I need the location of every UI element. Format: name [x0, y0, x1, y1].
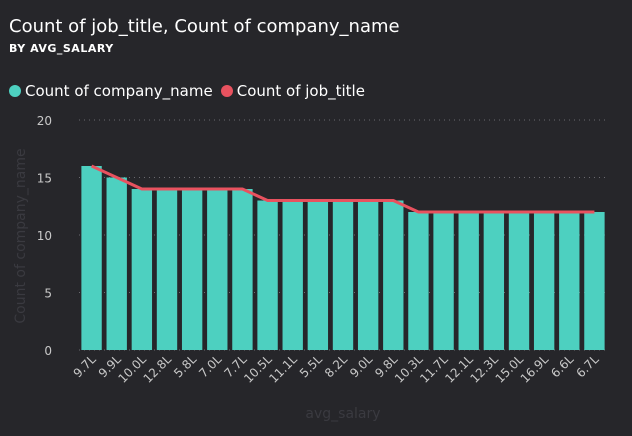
bar-10.5L[interactable] — [257, 200, 278, 351]
bar-5.5L[interactable] — [307, 200, 329, 351]
x-tick-label: 12.8L — [141, 352, 175, 386]
bar-12.8L[interactable] — [156, 189, 178, 350]
x-tick-label: 16.9L — [518, 352, 552, 386]
bar-6.7L[interactable] — [584, 212, 605, 350]
bar-7.0L[interactable] — [207, 189, 228, 350]
bar-11.7L[interactable] — [433, 212, 454, 350]
x-tick-label: 5.5L — [297, 352, 325, 380]
y-tick-label: 15 — [37, 172, 52, 186]
legend-swatch-company-name — [9, 85, 21, 97]
legend-label-company-name: Count of company_name — [25, 82, 213, 100]
bar-9.0L[interactable] — [357, 200, 379, 351]
y-tick-label: 20 — [37, 114, 52, 128]
bar-12.3L[interactable] — [483, 212, 505, 350]
bar-8.2L[interactable] — [332, 200, 354, 351]
x-tick-label: 7.0L — [196, 352, 224, 380]
bar-5.8L[interactable] — [181, 189, 203, 350]
x-tick-label: 6.7L — [573, 352, 601, 380]
x-tick-label: 9.0L — [347, 352, 375, 380]
x-tick-label: 5.8L — [171, 352, 199, 380]
series-line-job-title[interactable] — [90, 164, 595, 214]
x-axis-ticks: 9.7L9.9L10.0L12.8L5.8L7.0L7.7L10.5L11.1L… — [71, 352, 602, 386]
y-tick-label: 5 — [44, 287, 52, 301]
chart-legend: Count of company_name Count of job_title — [9, 82, 373, 100]
bar-11.1L[interactable] — [282, 200, 303, 351]
chart-title: Count of job_title, Count of company_nam… — [9, 16, 400, 37]
y-tick-label: 10 — [37, 229, 52, 243]
x-tick-label: 9.7L — [71, 352, 99, 380]
y-axis-title: Count of company_name — [13, 148, 29, 323]
bars — [81, 166, 605, 351]
legend-label-job-title: Count of job_title — [236, 82, 365, 100]
y-axis-ticks: 0 5 10 15 20 — [37, 114, 52, 358]
bar-15.0L[interactable] — [508, 212, 530, 350]
bar-10.3L[interactable] — [408, 212, 429, 350]
bar-16.9L[interactable] — [533, 212, 555, 350]
x-tick-label: 6.6L — [548, 352, 576, 380]
bar-9.9L[interactable] — [106, 177, 127, 351]
chart-subtitle: BY AVG_SALARY — [9, 42, 114, 55]
x-tick-label: 11.1L — [266, 352, 300, 386]
line-series — [90, 164, 595, 214]
x-tick-label: 8.2L — [322, 352, 350, 380]
bar-7.7L[interactable] — [232, 189, 253, 350]
bar-6.6L[interactable] — [559, 212, 580, 350]
legend-item-company-name[interactable]: Count of company_name — [9, 82, 213, 100]
legend-item-job-title[interactable]: Count of job_title — [220, 82, 365, 100]
bar-9.7L[interactable] — [81, 166, 102, 350]
x-axis-title: avg_salary — [305, 406, 380, 422]
y-tick-label: 0 — [44, 344, 52, 358]
legend-swatch-job-title — [220, 85, 233, 97]
bar-12.1L[interactable] — [458, 212, 479, 350]
bar-9.8L[interactable] — [383, 200, 404, 351]
bar-10.0L[interactable] — [131, 189, 153, 350]
